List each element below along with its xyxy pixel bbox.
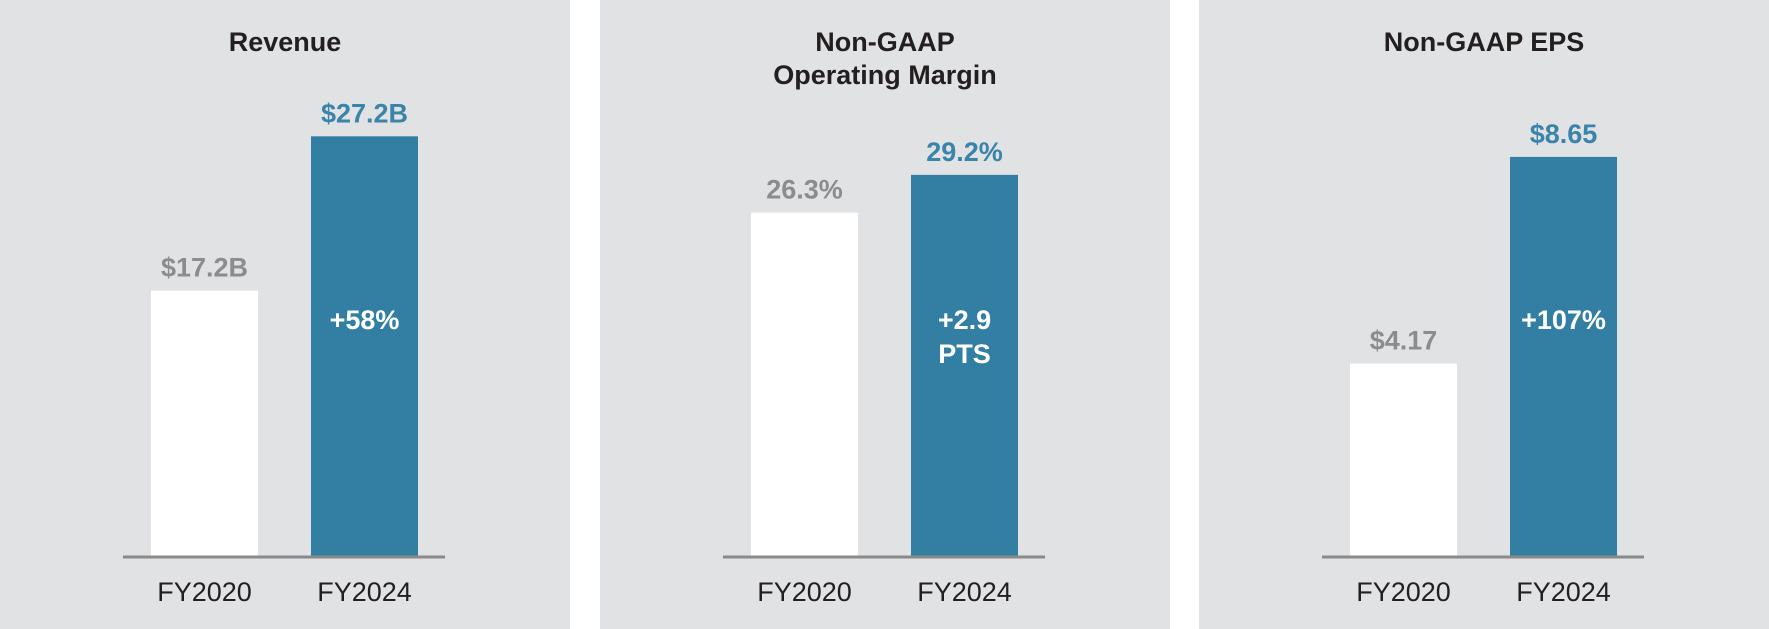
bar-fy2020: [751, 212, 858, 556]
bar-fy2024: [911, 174, 1018, 556]
change-label: +58%: [330, 305, 400, 335]
chart-panel-eps: Non-GAAP EPS $4.17 FY2020 $8.65 FY2024 +107%: [1199, 0, 1769, 629]
chart-title-line-1: Non-GAAP: [815, 27, 955, 57]
category-label: FY2024: [1516, 577, 1611, 607]
value-label: $8.65: [1530, 119, 1598, 149]
chart-panel-operating-margin: Non-GAAP Operating Margin 26.3% FY2020 29.…: [600, 0, 1170, 629]
bar-fy2024: [311, 136, 418, 557]
value-label: $4.17: [1370, 326, 1438, 356]
chart-title-line-2: Operating Margin: [773, 60, 997, 90]
bar-chart-operating-margin: 26.3% FY2020 29.2% FY2024 +2.9 PTS: [723, 137, 1045, 607]
chart-panel-revenue: Revenue $17.2B FY2020 $27.2B FY2024 +58%: [0, 0, 570, 629]
value-label: 26.3%: [766, 175, 843, 205]
bar-fy2020: [1350, 363, 1457, 556]
category-label: FY2024: [917, 577, 1012, 607]
chart-title: Non-GAAP Operating Margin: [600, 26, 1170, 92]
category-label: FY2020: [1356, 577, 1451, 607]
category-label: FY2020: [157, 577, 252, 607]
bar-fy2020: [151, 290, 258, 556]
bar-fy2024: [1510, 156, 1617, 556]
change-label: +2.9: [938, 305, 991, 335]
category-label: FY2024: [317, 577, 412, 607]
bar-chart-eps: $4.17 FY2020 $8.65 FY2024 +107%: [1322, 119, 1644, 607]
chart-title: Non-GAAP EPS: [1199, 26, 1769, 59]
change-label: PTS: [938, 339, 991, 369]
value-label: 29.2%: [926, 137, 1003, 167]
value-label: $27.2B: [321, 98, 408, 128]
chart-title-line: Non-GAAP EPS: [1383, 27, 1585, 57]
category-label: FY2020: [757, 577, 852, 607]
chart-title: Revenue: [0, 26, 570, 59]
bar-chart-revenue: $17.2B FY2020 $27.2B FY2024 +58%: [123, 98, 445, 607]
value-label: $17.2B: [161, 253, 248, 283]
chart-title-line: Revenue: [228, 27, 342, 57]
change-label: +107%: [1521, 305, 1606, 335]
